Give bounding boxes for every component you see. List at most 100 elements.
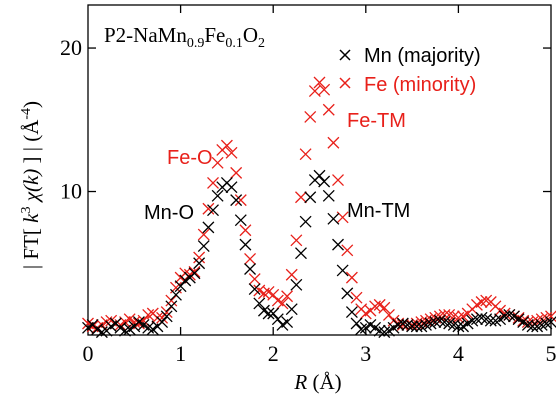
fe-point	[341, 244, 354, 257]
fe-point	[225, 146, 238, 159]
annotation-mn-o: Mn-O	[144, 202, 194, 224]
fe-point	[480, 294, 493, 307]
mn-point	[193, 257, 206, 270]
mn-point	[424, 317, 437, 330]
mn-point	[239, 238, 252, 251]
mn-point	[95, 326, 108, 339]
legend-label-mn: Mn (majority)	[364, 45, 481, 67]
fe-point	[443, 308, 456, 321]
mn-point	[327, 212, 340, 225]
fe-point	[220, 139, 233, 152]
fe-point	[244, 252, 257, 265]
fe-point	[318, 83, 331, 96]
mn-point	[489, 314, 502, 327]
plot-frame	[87, 4, 552, 336]
fe-point	[313, 76, 326, 89]
mn-point	[119, 324, 131, 337]
fe-point	[165, 294, 178, 307]
mn-point	[234, 214, 247, 227]
fe-point	[193, 251, 206, 264]
fe-point	[234, 194, 247, 207]
mn-point	[304, 191, 317, 204]
mn-point	[433, 314, 446, 327]
x-tick-label: 0	[83, 341, 94, 366]
mn-point	[470, 313, 483, 326]
mn-point	[271, 313, 284, 326]
legend: Mn (majority) Fe (minority)	[339, 45, 481, 96]
mn-point	[336, 264, 349, 277]
fe-point	[378, 301, 391, 314]
y-tick-label: 10	[60, 179, 82, 204]
mn-point	[345, 306, 358, 319]
x-tick-label: 5	[546, 341, 556, 366]
mn-point	[244, 263, 257, 275]
mn-point	[503, 308, 516, 321]
mn-point	[202, 221, 215, 234]
fe-point	[447, 310, 460, 323]
fe-point	[281, 290, 294, 303]
fe-point	[299, 148, 312, 161]
mn-point	[443, 317, 456, 330]
mn-point	[420, 318, 432, 331]
chart-title: P2-NaMn0.9Fe0.1O2	[104, 23, 265, 51]
fe-point	[327, 136, 340, 149]
x-tick-label: 1	[175, 341, 186, 366]
fe-point	[202, 202, 215, 215]
mn-point	[373, 324, 386, 337]
fe-point	[332, 174, 344, 187]
mn-point	[341, 287, 354, 300]
x-axis-label: R (Å)	[293, 370, 341, 394]
mn-point	[475, 311, 488, 324]
fe-point	[207, 176, 219, 189]
fe-point	[345, 271, 358, 284]
data-marks	[82, 76, 556, 339]
fe-point	[290, 234, 303, 247]
annotation-mn-tm: Mn-TM	[347, 200, 410, 222]
mn-point	[332, 238, 344, 251]
x-tick-label: 3	[360, 341, 371, 366]
mn-point	[248, 283, 261, 296]
mn-point	[355, 323, 368, 336]
mn-point	[415, 320, 428, 333]
mn-point	[318, 175, 331, 188]
mn-point	[160, 310, 173, 323]
fe-point	[285, 268, 298, 281]
mn-point	[299, 215, 312, 228]
y-tick-label: 20	[60, 35, 82, 60]
legend-marker-fe	[339, 77, 351, 89]
mn-point	[207, 204, 219, 217]
fe-point	[498, 307, 511, 320]
mn-point	[531, 320, 544, 333]
mn-point	[285, 303, 298, 316]
fe-point	[304, 110, 317, 123]
mn-point	[438, 316, 451, 329]
mn-point	[322, 189, 335, 202]
y-axis-label: | FT[ k3 χ(k) ] | (Å-4)	[19, 101, 43, 269]
mn-point	[230, 194, 243, 207]
mn-point	[253, 297, 266, 310]
mn-point	[378, 326, 391, 339]
mn-point	[211, 189, 224, 202]
annotation-fe-tm: Fe-TM	[347, 110, 406, 132]
fe-point	[276, 297, 289, 310]
fe-point	[322, 103, 335, 116]
x-tick-label: 2	[268, 341, 279, 366]
mn-point	[165, 300, 178, 313]
mn-point	[188, 267, 201, 280]
mn-point	[452, 320, 465, 333]
mn-point	[197, 240, 210, 253]
fe-point	[160, 306, 173, 319]
mn-point	[267, 307, 280, 320]
mn-point	[429, 316, 442, 329]
fe-point	[239, 224, 252, 237]
mn-point	[466, 314, 479, 327]
fe-point	[248, 273, 261, 286]
mn-point	[396, 317, 409, 330]
fe-point	[452, 311, 465, 324]
fe-point	[230, 166, 243, 179]
mn-point	[392, 318, 405, 331]
mn-point	[540, 317, 553, 330]
axis-ticks: 0 1 2 3 4 5 10 20	[60, 5, 556, 366]
x-tick-label: 4	[453, 341, 464, 366]
